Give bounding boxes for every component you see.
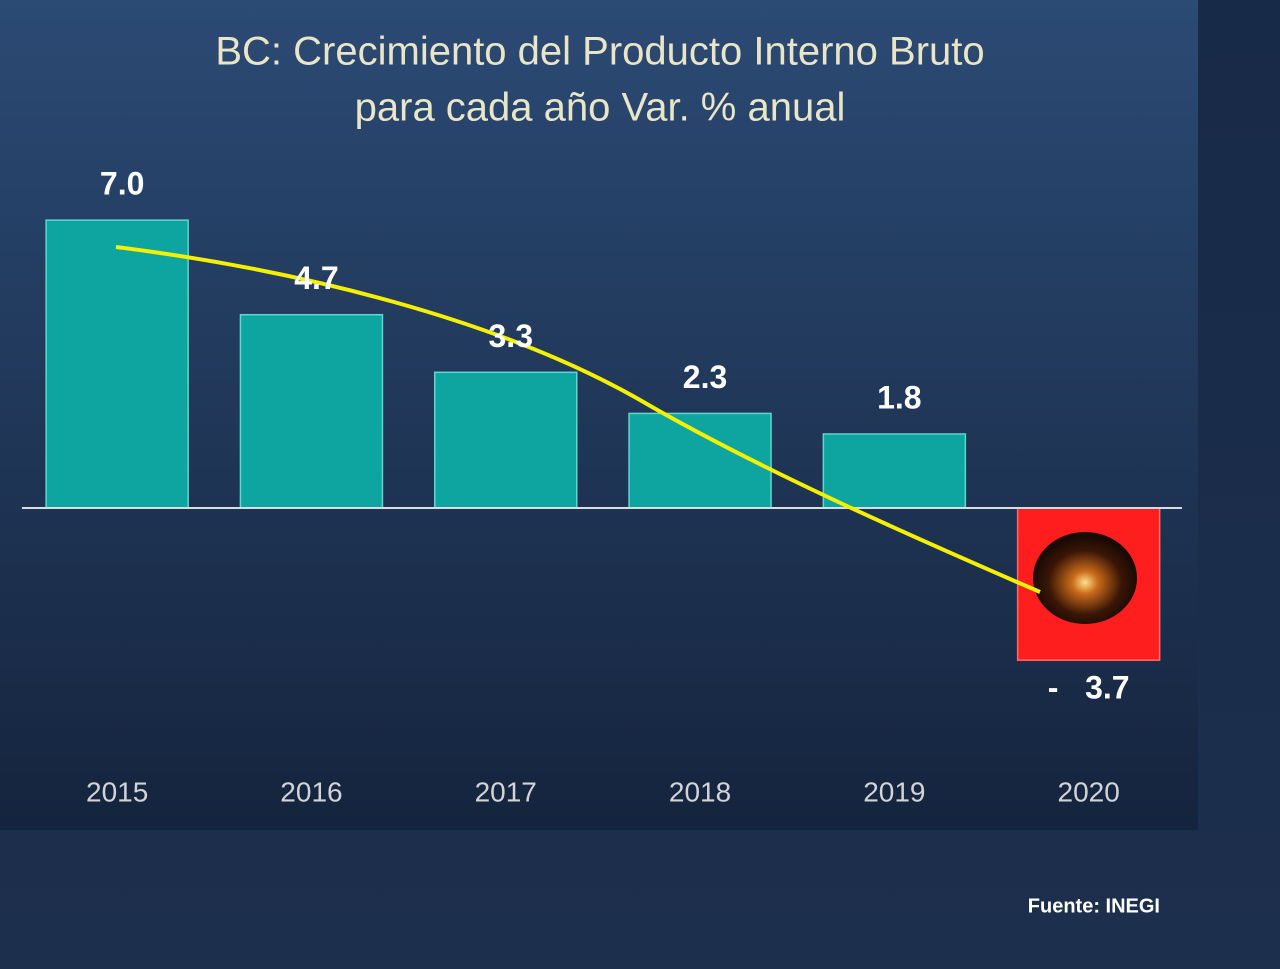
chart-subtitle: para cada año Var. % anual: [355, 86, 846, 130]
value-label: 4.7: [294, 260, 338, 296]
plot-panel: [0, 0, 1198, 830]
value-label: - 3.7: [1048, 670, 1130, 706]
source-note: Fuente: INEGI: [1028, 895, 1160, 917]
trend-line: [115, 245, 1041, 594]
bar: [45, 219, 189, 509]
candle-icon: [1033, 532, 1137, 624]
value-label: 3.3: [489, 318, 533, 354]
x-tick-label: 2019: [863, 776, 925, 807]
x-tick-label: 2015: [86, 776, 148, 807]
x-tick-label: 2018: [669, 776, 731, 807]
chart-title: BC: Crecimiento del Producto Interno Bru…: [215, 30, 984, 74]
value-label: 2.3: [683, 359, 727, 395]
value-label: 7.0: [100, 166, 144, 202]
value-label: 1.8: [877, 379, 921, 415]
x-tick-label: 2020: [1058, 776, 1120, 807]
bar: [239, 313, 384, 509]
bar: [628, 412, 772, 509]
bar: [434, 371, 578, 509]
x-tick-label: 2017: [475, 776, 537, 807]
bar: [822, 433, 967, 509]
x-tick-label: 2016: [280, 776, 342, 807]
